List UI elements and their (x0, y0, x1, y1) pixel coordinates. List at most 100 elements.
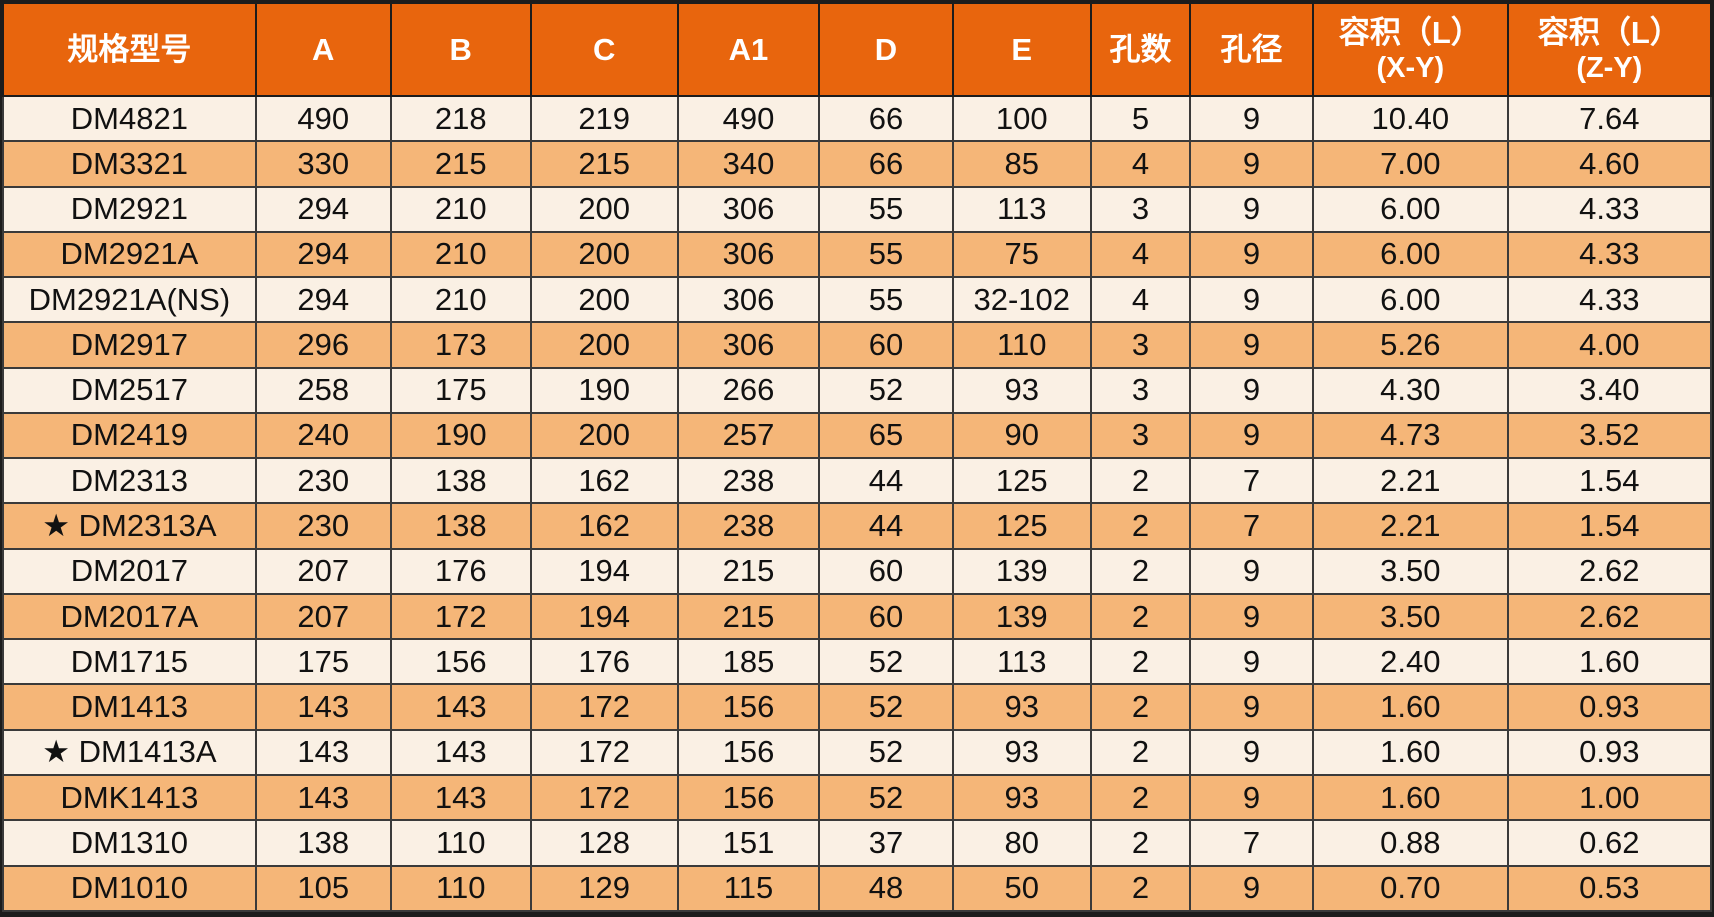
model-cell: DM2921A (2, 230, 257, 279)
value-cell: 55 (818, 230, 954, 279)
value-cell: 200 (529, 276, 679, 324)
header-label: 孔数 (1109, 31, 1172, 67)
header-label: E (1011, 31, 1033, 67)
value-cell: 7 (1189, 502, 1314, 550)
value-cell: 9 (1189, 683, 1314, 731)
value-cell: 306 (676, 276, 821, 324)
value-cell: 44 (818, 457, 954, 505)
model-cell: DM3321 (2, 140, 257, 188)
table-row: ★ DM2313A 230 138 162 238 44 125 2 7 2.21 1.54 (2, 502, 1712, 550)
value-cell: 10.40 (1311, 94, 1509, 143)
col-header-e: E (951, 2, 1092, 97)
value-cell: 3 (1089, 321, 1192, 369)
value-cell: 156 (676, 773, 821, 822)
value-cell: 210 (389, 276, 532, 324)
value-cell: 143 (389, 773, 532, 822)
model-cell: DM2921 (2, 185, 257, 233)
value-cell: 100 (951, 94, 1092, 143)
model-cell: DM1310 (2, 819, 257, 867)
col-header-volume-xy: 容积（L） (X-Y) (1311, 2, 1509, 97)
value-cell: 340 (676, 140, 821, 188)
header-row: 规格型号 A B C A1 D E 孔数 孔径 容积（L） (X-Y) 容积（L） (Z-Y) (2, 2, 1712, 97)
value-cell: 113 (951, 638, 1092, 686)
value-cell: 55 (818, 276, 954, 324)
value-cell: 37 (818, 819, 954, 867)
value-cell: 6.00 (1311, 230, 1509, 279)
value-cell: 306 (676, 230, 821, 279)
value-cell: 194 (529, 592, 679, 641)
model-cell: DM1413 (2, 683, 257, 731)
value-cell: 1.60 (1311, 728, 1509, 776)
value-cell: 3.52 (1506, 411, 1712, 460)
value-cell: 4.33 (1506, 276, 1712, 324)
value-cell: 0.93 (1506, 683, 1712, 731)
table-row: DM2917 296 173 200 306 60 110 3 9 5.26 4.00 (2, 321, 1712, 369)
value-cell: 4.33 (1506, 230, 1712, 279)
value-cell: 294 (254, 276, 392, 324)
header-label: 容积（L） (1338, 14, 1482, 50)
value-cell: 151 (676, 819, 821, 867)
value-cell: 139 (951, 592, 1092, 641)
value-cell: 9 (1189, 94, 1314, 143)
header-label: 容积（L） (1537, 14, 1681, 50)
value-cell: 7 (1189, 457, 1314, 505)
value-cell: 138 (254, 819, 392, 867)
value-cell: 66 (818, 140, 954, 188)
value-cell: 162 (529, 457, 679, 505)
value-cell: 0.70 (1311, 864, 1509, 912)
value-cell: 129 (529, 864, 679, 912)
value-cell: 230 (254, 502, 392, 550)
value-cell: 55 (818, 185, 954, 233)
header-label: D (874, 31, 898, 67)
value-cell: 175 (254, 638, 392, 686)
model-cell: ★ DM1413A (2, 728, 257, 776)
table-body: DM4821 490 218 219 490 66 100 5 9 10.40 7.64 DM3321… (2, 94, 1712, 912)
value-cell: 156 (676, 728, 821, 776)
value-cell: 50 (951, 864, 1092, 912)
value-cell: 1.60 (1311, 773, 1509, 822)
value-cell: 0.62 (1506, 819, 1712, 867)
header-label: 规格型号 (67, 31, 192, 67)
value-cell: 48 (818, 864, 954, 912)
header-label: A1 (728, 31, 769, 67)
value-cell: 1.00 (1506, 773, 1712, 822)
value-cell: 9 (1189, 638, 1314, 686)
value-cell: 143 (254, 773, 392, 822)
value-cell: 138 (389, 457, 532, 505)
value-cell: 4.60 (1506, 140, 1712, 188)
value-cell: 2.62 (1506, 592, 1712, 641)
value-cell: 490 (254, 94, 392, 143)
value-cell: 4.00 (1506, 321, 1712, 369)
table-row: DM2921 294 210 200 306 55 113 3 9 6.00 4.33 (2, 185, 1712, 233)
value-cell: 2 (1089, 457, 1192, 505)
value-cell: 110 (389, 819, 532, 867)
value-cell: 125 (951, 457, 1092, 505)
value-cell: 2 (1089, 728, 1192, 776)
value-cell: 1.54 (1506, 502, 1712, 550)
value-cell: 93 (951, 683, 1092, 731)
value-cell: 93 (951, 366, 1092, 414)
value-cell: 7.64 (1506, 94, 1712, 143)
value-cell: 266 (676, 366, 821, 414)
value-cell: 176 (529, 638, 679, 686)
col-header-hole-diameter: 孔径 (1189, 2, 1314, 97)
value-cell: 44 (818, 502, 954, 550)
value-cell: 5.26 (1311, 321, 1509, 369)
header-label: C (592, 31, 616, 67)
value-cell: 9 (1189, 140, 1314, 188)
header-label: 孔径 (1220, 31, 1283, 67)
table-row: DM2921A 294 210 200 306 55 75 4 9 6.00 4.33 (2, 230, 1712, 279)
value-cell: 2 (1089, 864, 1192, 912)
value-cell: 32-102 (951, 276, 1092, 324)
value-cell: 238 (676, 457, 821, 505)
value-cell: 9 (1189, 728, 1314, 776)
value-cell: 257 (676, 411, 821, 460)
value-cell: 115 (676, 864, 821, 912)
value-cell: 240 (254, 411, 392, 460)
value-cell: 52 (818, 728, 954, 776)
value-cell: 218 (389, 94, 532, 143)
table-header: 规格型号 A B C A1 D E 孔数 孔径 容积（L） (X-Y) 容积（L） (Z-Y) (2, 2, 1712, 97)
table-row: DM2017A 207 172 194 215 60 139 2 9 3.50 2.62 (2, 592, 1712, 641)
value-cell: 185 (676, 638, 821, 686)
